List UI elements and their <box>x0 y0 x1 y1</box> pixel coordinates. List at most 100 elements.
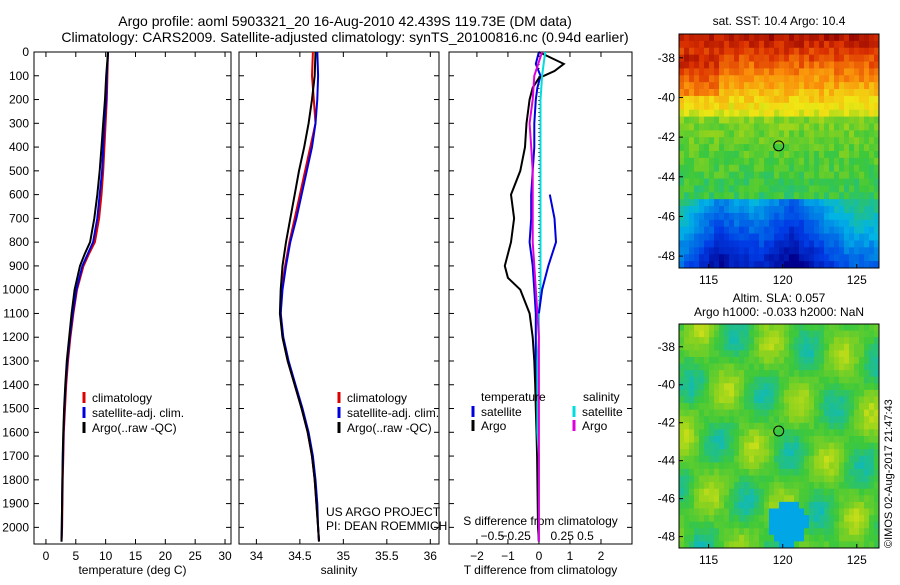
sst_map-cell <box>834 68 840 76</box>
sst_map-cell <box>809 240 815 248</box>
sst_map-cell <box>739 40 745 49</box>
temperature-ytick-label: 1300 <box>2 354 29 368</box>
sla_map-cell <box>869 442 875 450</box>
sla_map-cell <box>864 416 870 424</box>
sla_map-cell <box>739 468 745 476</box>
sst_map-cell <box>734 109 740 117</box>
sla_map-cell <box>849 495 855 503</box>
sla_map-cell <box>854 528 860 536</box>
sst_map-cell <box>774 102 780 111</box>
sst_map-cell <box>854 178 860 186</box>
sst_map-cell <box>779 261 785 269</box>
sla_map-cell <box>684 455 690 463</box>
sla_map-cell <box>769 330 775 338</box>
sla_map-cell <box>874 528 880 536</box>
sla_map-cell <box>774 363 780 371</box>
sst_map-cell <box>739 144 745 152</box>
sla_map-cell <box>679 534 685 542</box>
sst_map-cell <box>749 261 755 269</box>
sla_map-cell <box>839 455 845 463</box>
sla_map-cell <box>699 475 705 483</box>
sla_map-cell <box>819 541 825 549</box>
sla_map-cell <box>839 396 845 404</box>
sla_map-cell <box>739 343 745 351</box>
sla_map-cell <box>804 324 810 331</box>
sla_map-cell <box>734 455 740 463</box>
sla_map-cell <box>849 442 855 450</box>
sla_map-cell <box>819 528 825 536</box>
sla_map-cell <box>874 541 880 549</box>
sst_map-cell <box>834 247 840 255</box>
sla_map-cell <box>849 429 855 437</box>
sla_map-cell <box>824 383 830 391</box>
sst_map-cell <box>719 61 725 69</box>
sst_map-cell <box>679 116 685 124</box>
sst_map-cell <box>814 102 820 111</box>
sst_map-cell <box>794 68 800 76</box>
sla_map-cell <box>859 455 865 463</box>
sst_map-cell <box>819 109 825 117</box>
sst_map-cell <box>794 137 800 145</box>
sst_map-cell <box>859 226 865 234</box>
sst_map-cell <box>739 68 745 76</box>
sla_map-cell <box>714 330 720 338</box>
sla_map-cell <box>799 383 805 391</box>
sst_map-cell <box>834 261 840 269</box>
sst_map-cell <box>749 130 755 138</box>
sst_map-cell <box>874 171 880 179</box>
sst_map-cell <box>824 219 830 228</box>
sla_map-cell <box>814 376 820 384</box>
sla_map-cells <box>679 324 880 549</box>
sst_map-cell <box>829 123 835 131</box>
sst_map-cell <box>834 34 840 42</box>
sst_map-cell <box>719 137 725 145</box>
sst_map-cell <box>764 233 770 241</box>
sla_map-cell <box>844 376 850 384</box>
sla_map-cell <box>699 436 705 443</box>
sst_map-cell <box>754 164 760 173</box>
sst_map-cell <box>724 130 730 138</box>
sst_map-cell <box>684 34 690 42</box>
sst_map-cell <box>774 116 780 124</box>
sla_map-cell <box>804 403 810 411</box>
sla_map-cell <box>829 429 835 437</box>
sst_map-cell <box>834 254 840 262</box>
sla_map-cell <box>859 356 865 364</box>
sla_map-cell <box>719 541 725 549</box>
sla_map-cell <box>754 376 760 384</box>
sla_map-cell <box>724 376 730 384</box>
sla_map-cell <box>759 324 765 331</box>
sla_map-cell <box>744 475 750 483</box>
sla_map-cell <box>794 376 800 384</box>
sla_map-cell <box>729 416 735 424</box>
sst_map-cell <box>864 178 870 186</box>
sst_map-cell <box>774 75 780 83</box>
sst_map-cell <box>844 102 850 111</box>
sla_map-cell <box>749 468 755 476</box>
sst_map-cell <box>704 261 710 269</box>
sla_map-cell <box>709 330 715 338</box>
sla_map-cell <box>874 462 880 470</box>
sla_map-cell <box>699 356 705 364</box>
differences-xlabel: T difference from climatology <box>464 563 618 577</box>
sla_map-cell <box>839 449 845 457</box>
sla_map-cell <box>874 389 880 397</box>
sla_map-cell <box>834 468 840 476</box>
sst_map-cell <box>849 178 855 186</box>
sst_map-cell <box>794 206 800 214</box>
sla_map-cell <box>694 475 700 483</box>
sst_map-cell <box>734 95 740 104</box>
sla_map-cell <box>859 475 865 483</box>
sst_map-cell <box>834 40 840 49</box>
sla_map-cell <box>849 462 855 470</box>
sst_map-cell <box>774 206 780 214</box>
sla_map-cell <box>754 534 760 542</box>
sst_map-cell <box>769 178 775 186</box>
sst_map-cell <box>809 247 815 255</box>
sst_map-cell <box>684 109 690 117</box>
sla_map-cell <box>809 370 815 378</box>
sst_map-cell <box>814 95 820 104</box>
sla_map-cell <box>829 343 835 351</box>
sst_map-cell <box>799 130 805 138</box>
sla_map-cell <box>764 403 770 411</box>
